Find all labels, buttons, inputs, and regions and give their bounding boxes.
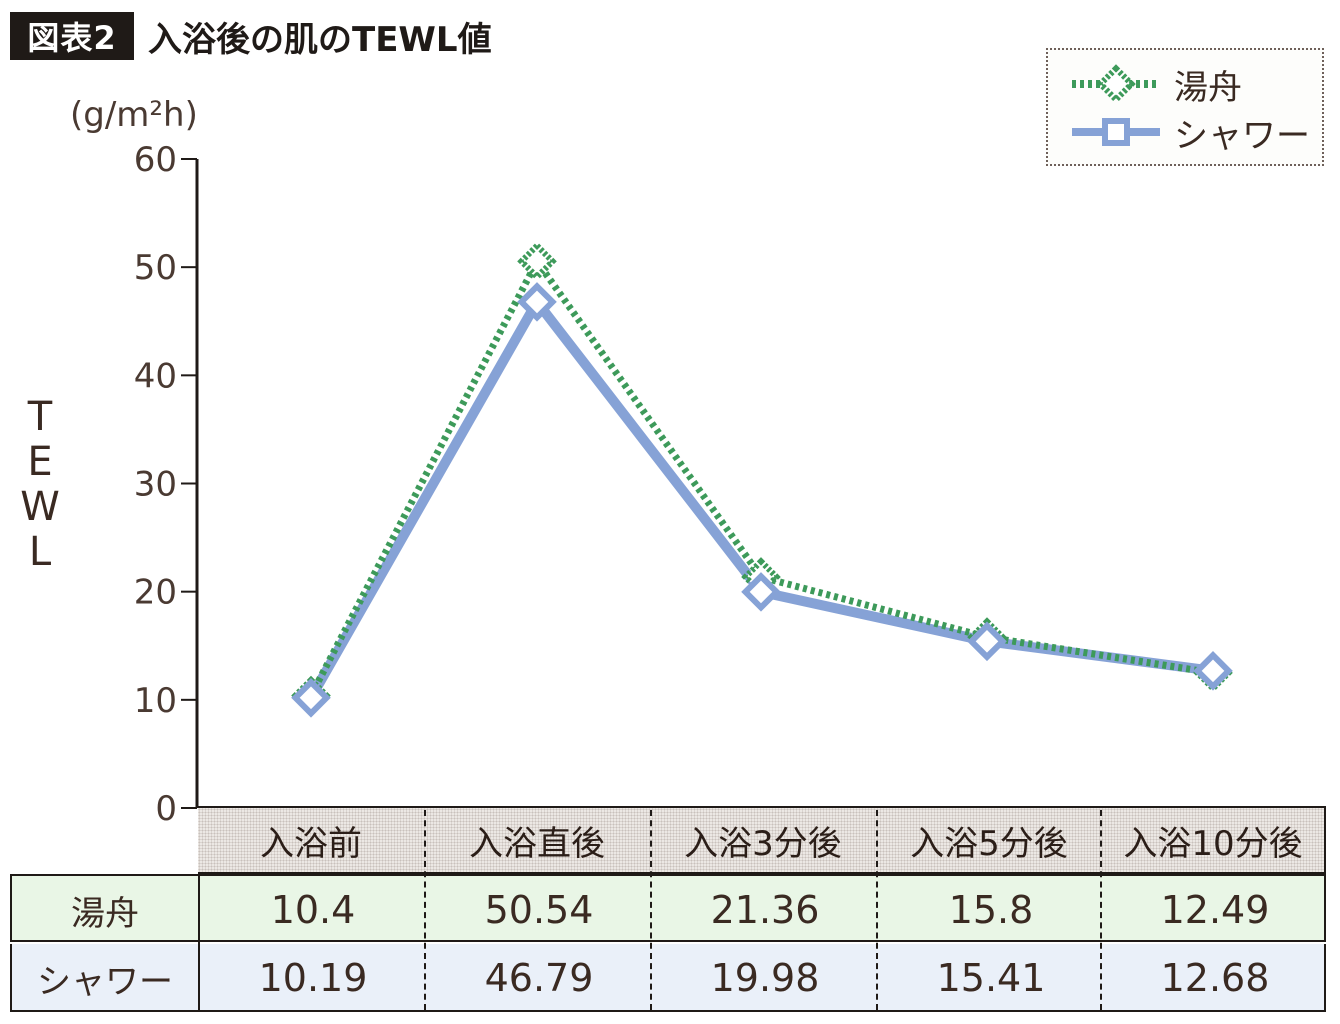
category-label: 入浴10分後 xyxy=(1123,823,1303,864)
table-cell: 10.19 xyxy=(258,956,368,1000)
table-cell: 19.98 xyxy=(710,956,820,1000)
figure-badge: 図表2 xyxy=(10,12,134,60)
series-line-shower xyxy=(306,296,1214,701)
table-cell: 12.68 xyxy=(1160,956,1270,1000)
legend-swatch-2 xyxy=(1072,118,1160,146)
column-divider xyxy=(424,810,426,1010)
column-divider xyxy=(650,810,652,1010)
y-tick-label: 40 xyxy=(134,356,177,396)
table-row: シャワー 10.19 46.79 19.98 15.41 12.68 xyxy=(10,944,1326,1012)
table-cell: 12.49 xyxy=(1160,888,1270,932)
y-tick-label: 30 xyxy=(134,465,177,505)
table-cell: 50.54 xyxy=(484,888,594,932)
marker-shower xyxy=(967,621,1007,662)
table-cell: 10.4 xyxy=(270,888,356,932)
column-divider xyxy=(876,810,878,1010)
table-cell: 21.36 xyxy=(710,888,820,932)
category-label: 入浴3分後 xyxy=(684,823,842,864)
y-tick-label: 0 xyxy=(155,789,177,829)
table-cell: 15.41 xyxy=(936,956,1046,1000)
row-header: シャワー xyxy=(12,944,200,1012)
legend-item-series-1: 湯舟 xyxy=(1068,64,1242,108)
legend: 湯舟 シャワー xyxy=(1046,48,1324,166)
y-tick-label: 10 xyxy=(134,681,177,721)
row-header: 湯舟 xyxy=(12,876,200,944)
legend-label-1: 湯舟 xyxy=(1174,67,1242,108)
category-label: 入浴前 xyxy=(260,823,362,864)
marker-shower xyxy=(291,677,331,718)
column-divider xyxy=(1100,810,1102,1010)
y-axis-label: T E W L xyxy=(20,394,60,575)
chart-title: 入浴後の肌のTEWL値 xyxy=(148,19,492,60)
y-tick-label: 20 xyxy=(134,573,177,613)
marker-shower xyxy=(1193,651,1233,691)
series-line-yubune xyxy=(307,254,1214,698)
y-tick-label: 60 xyxy=(134,140,177,180)
marker-yubune xyxy=(517,241,557,282)
legend-item-series-2: シャワー xyxy=(1068,112,1310,156)
y-tick-label: 50 xyxy=(134,248,177,288)
table-cell: 46.79 xyxy=(484,956,594,1000)
category-label: 入浴直後 xyxy=(469,823,605,864)
table-cell: 15.8 xyxy=(948,888,1034,932)
table-row: 湯舟 10.4 50.54 21.36 15.8 12.49 xyxy=(10,874,1326,944)
legend-swatch-1 xyxy=(1072,64,1160,104)
y-unit-label: (g/m²h) xyxy=(70,95,198,135)
category-row: 入浴前 入浴直後 入浴3分後 入浴5分後 入浴10分後 xyxy=(198,806,1326,874)
category-label: 入浴5分後 xyxy=(910,823,1068,864)
legend-label-2: シャワー xyxy=(1174,115,1310,156)
marker-shower xyxy=(741,572,781,612)
marker-shower xyxy=(517,282,557,322)
